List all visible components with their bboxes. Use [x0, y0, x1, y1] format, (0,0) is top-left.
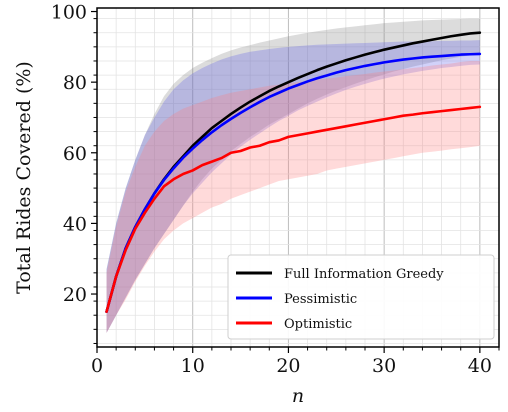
y-tick-label: 100 — [51, 2, 87, 24]
confidence-bands — [106, 18, 480, 333]
y-axis-label: Total Rides Covered (%) — [13, 61, 35, 294]
x-tick-label: 0 — [91, 355, 103, 377]
legend-label-2: Pessimistic — [284, 292, 357, 307]
x-tick-label: 10 — [181, 355, 205, 377]
series-line-3 — [105, 105, 482, 313]
y-tick-label: 20 — [63, 284, 87, 306]
legend-box — [227, 254, 495, 340]
x-tick-label: 20 — [276, 355, 300, 377]
legend: Full Information Greedy Pessimistic Optimi… — [227, 254, 495, 340]
plot-frame — [96, 7, 500, 348]
series-lines — [105, 31, 482, 313]
x-tick-label: 30 — [372, 355, 396, 377]
confidence-band-1 — [106, 18, 480, 333]
axis-ticks — [91, 10, 500, 353]
tick-labels: 0 10 20 30 40 20 40 60 80 100 — [51, 2, 492, 377]
confidence-band-3 — [106, 60, 480, 333]
legend-label-1: Full Information Greedy — [284, 267, 444, 282]
y-tick-label: 40 — [63, 213, 87, 235]
legend-entries: Full Information Greedy Pessimistic Optimi… — [236, 267, 444, 332]
series-line-2 — [105, 52, 482, 313]
x-axis-label: n — [292, 385, 304, 407]
x-tick-label: 40 — [468, 355, 492, 377]
y-tick-label: 60 — [63, 143, 87, 165]
legend-label-3: Optimistic — [284, 317, 352, 332]
y-tick-label: 80 — [63, 72, 87, 94]
confidence-band-2 — [106, 40, 480, 333]
